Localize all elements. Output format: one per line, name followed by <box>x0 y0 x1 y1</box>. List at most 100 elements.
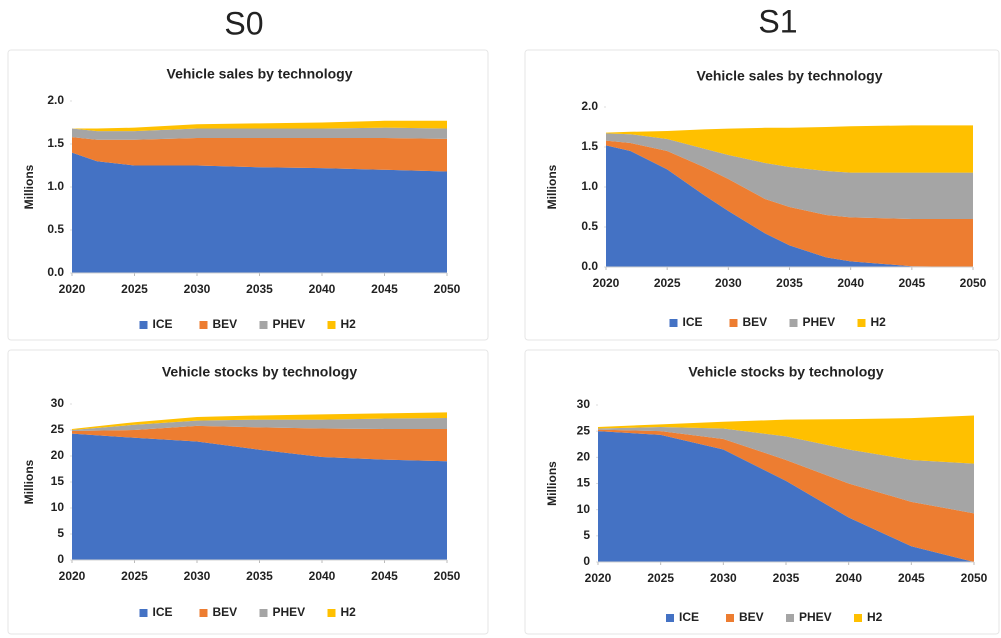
y-tick-label: 30 <box>577 397 591 411</box>
area <box>598 415 974 464</box>
y-axis-label: Millions <box>22 164 36 209</box>
x-tick-label: 2020 <box>59 569 86 583</box>
x-tick-label: 2040 <box>837 276 864 290</box>
panel <box>7 49 489 341</box>
area <box>72 433 447 560</box>
y-tick-label: 2.0 <box>47 93 64 107</box>
x-tick-label: 2025 <box>647 571 674 585</box>
chart-title: Vehicle sales by technology <box>697 68 883 84</box>
y-tick-label: 0.5 <box>47 222 64 236</box>
area <box>72 152 447 273</box>
area <box>72 127 447 140</box>
legend-label: BEV <box>213 317 238 331</box>
legend-swatch <box>729 319 738 327</box>
panel <box>524 49 1000 341</box>
legend-label: BEV <box>739 610 764 624</box>
x-tick-label: 2020 <box>59 282 86 296</box>
x-tick-label: 2050 <box>434 282 461 296</box>
x-tick-label: 2035 <box>773 571 800 585</box>
y-axis-label: Millions <box>545 461 559 506</box>
y-tick-label: 25 <box>51 422 65 436</box>
legend-swatch <box>669 319 678 327</box>
area <box>72 412 447 430</box>
y-tick-label: 0.0 <box>581 259 598 273</box>
x-tick-label: 2035 <box>776 276 803 290</box>
x-tick-label: 2020 <box>585 571 612 585</box>
x-tick-label: 2040 <box>835 571 862 585</box>
x-tick-label: 2030 <box>184 569 211 583</box>
y-tick-label: 20 <box>577 450 591 464</box>
x-tick-label: 2045 <box>371 569 398 583</box>
area <box>72 418 447 432</box>
y-tick-label: 25 <box>577 423 591 437</box>
x-tick-label: 2045 <box>898 276 925 290</box>
y-tick-label: 15 <box>577 476 591 490</box>
x-tick-label: 2050 <box>434 569 461 583</box>
legend-swatch <box>139 609 148 617</box>
y-tick-label: 2.0 <box>581 99 598 113</box>
area <box>606 125 973 173</box>
x-tick-label: 2025 <box>121 569 148 583</box>
legend-label: PHEV <box>273 605 306 619</box>
panel <box>7 349 489 635</box>
legend-swatch <box>857 319 866 327</box>
area <box>72 137 447 172</box>
legend-label: ICE <box>679 610 699 624</box>
legend-swatch <box>854 614 862 622</box>
y-tick-label: 0 <box>57 552 64 566</box>
x-tick-label: 2025 <box>654 276 681 290</box>
x-tick-label: 2020 <box>593 276 620 290</box>
y-axis-label: Millions <box>545 164 559 209</box>
y-tick-label: 5 <box>583 528 590 542</box>
legend-swatch <box>327 609 336 617</box>
legend-label: H2 <box>341 605 357 619</box>
chart-title: Vehicle stocks by technology <box>688 364 884 380</box>
legend-swatch <box>726 614 734 622</box>
y-tick-label: 0 <box>583 554 590 568</box>
area <box>72 120 447 132</box>
area <box>598 431 974 562</box>
y-tick-label: 5 <box>57 526 64 540</box>
legend-swatch <box>789 319 798 327</box>
x-tick-label: 2050 <box>960 276 987 290</box>
y-tick-label: 15 <box>51 474 65 488</box>
area <box>598 429 974 562</box>
area <box>606 140 973 267</box>
x-tick-label: 2030 <box>184 282 211 296</box>
legend-swatch <box>786 614 794 622</box>
column-title: S0 <box>224 5 263 41</box>
y-tick-label: 1.5 <box>47 136 64 150</box>
x-tick-label: 2035 <box>246 282 273 296</box>
legend-label: ICE <box>153 605 173 619</box>
area <box>72 425 447 462</box>
x-tick-label: 2030 <box>710 571 737 585</box>
legend-swatch <box>666 614 674 622</box>
chart-title: Vehicle sales by technology <box>167 66 353 82</box>
x-tick-label: 2045 <box>898 571 925 585</box>
legend-label: H2 <box>867 610 883 624</box>
y-tick-label: 0.0 <box>47 265 64 279</box>
legend-swatch <box>139 321 148 329</box>
y-tick-label: 30 <box>51 396 65 410</box>
y-axis-label: Millions <box>22 459 36 504</box>
legend-label: ICE <box>683 315 703 329</box>
panel <box>524 349 1000 635</box>
legend-swatch <box>199 609 208 617</box>
x-tick-label: 2050 <box>961 571 988 585</box>
area <box>598 426 974 514</box>
y-tick-label: 1.0 <box>581 179 598 193</box>
y-tick-label: 1.0 <box>47 179 64 193</box>
area <box>606 133 973 219</box>
y-tick-label: 20 <box>51 448 65 462</box>
legend-swatch <box>199 321 208 329</box>
legend-label: ICE <box>153 317 173 331</box>
legend-swatch <box>327 321 336 329</box>
legend-swatch <box>259 609 268 617</box>
area <box>606 145 973 267</box>
x-tick-label: 2040 <box>309 282 336 296</box>
x-tick-label: 2035 <box>246 569 273 583</box>
x-tick-label: 2025 <box>121 282 148 296</box>
legend-label: BEV <box>743 315 768 329</box>
